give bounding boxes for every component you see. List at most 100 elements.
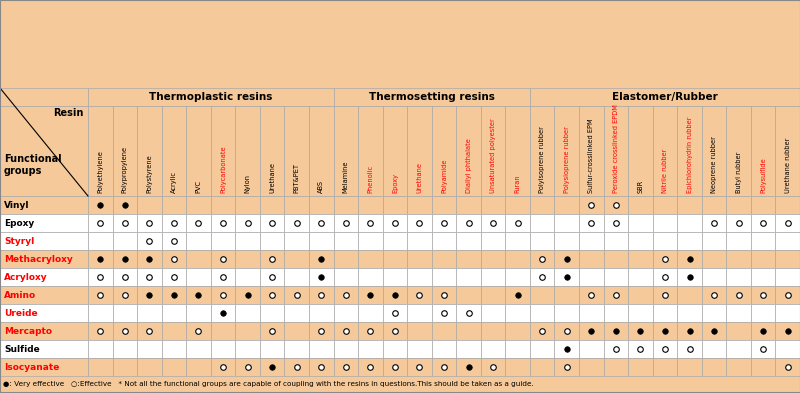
Bar bbox=[506, 196, 530, 214]
Bar bbox=[113, 214, 137, 232]
Bar bbox=[137, 304, 162, 322]
Bar bbox=[382, 340, 407, 358]
Bar bbox=[678, 322, 702, 340]
Bar bbox=[0, 286, 88, 304]
Bar bbox=[432, 106, 456, 196]
Text: Epoxy: Epoxy bbox=[392, 173, 398, 193]
Bar bbox=[579, 214, 603, 232]
Bar bbox=[702, 322, 726, 340]
Bar bbox=[137, 214, 162, 232]
Bar bbox=[432, 214, 456, 232]
Bar bbox=[285, 304, 309, 322]
Bar bbox=[653, 214, 678, 232]
Bar bbox=[554, 106, 579, 196]
Bar bbox=[751, 196, 775, 214]
Bar bbox=[751, 214, 775, 232]
Bar bbox=[235, 358, 260, 376]
Text: Elastomer/Rubber: Elastomer/Rubber bbox=[612, 92, 718, 102]
Bar bbox=[678, 106, 702, 196]
Bar bbox=[186, 106, 210, 196]
Bar bbox=[235, 214, 260, 232]
Bar bbox=[603, 250, 628, 268]
Bar bbox=[358, 214, 382, 232]
Bar bbox=[162, 106, 186, 196]
Bar bbox=[554, 340, 579, 358]
Bar bbox=[432, 268, 456, 286]
Bar bbox=[432, 196, 456, 214]
Text: Butyl rubber: Butyl rubber bbox=[736, 152, 742, 193]
Bar bbox=[382, 322, 407, 340]
Bar bbox=[775, 232, 800, 250]
Bar bbox=[726, 268, 751, 286]
Bar bbox=[186, 340, 210, 358]
Bar bbox=[260, 358, 285, 376]
Bar bbox=[210, 214, 235, 232]
Text: Polyethylene: Polyethylene bbox=[98, 150, 103, 193]
Bar bbox=[382, 268, 407, 286]
Bar bbox=[260, 250, 285, 268]
Bar bbox=[628, 358, 653, 376]
Bar bbox=[530, 196, 554, 214]
Bar bbox=[530, 286, 554, 304]
Bar bbox=[506, 214, 530, 232]
Bar bbox=[186, 268, 210, 286]
Bar bbox=[579, 304, 603, 322]
Bar bbox=[210, 340, 235, 358]
Bar bbox=[481, 340, 506, 358]
Text: Epoxy: Epoxy bbox=[4, 219, 34, 228]
Bar bbox=[554, 358, 579, 376]
Bar bbox=[260, 106, 285, 196]
Bar bbox=[235, 286, 260, 304]
Text: Vinyl: Vinyl bbox=[4, 200, 30, 209]
Text: ABS: ABS bbox=[318, 180, 324, 193]
Bar bbox=[358, 106, 382, 196]
Bar bbox=[186, 322, 210, 340]
Text: Diallyl phthalate: Diallyl phthalate bbox=[466, 138, 471, 193]
Bar bbox=[726, 322, 751, 340]
Bar bbox=[260, 214, 285, 232]
Bar bbox=[456, 358, 481, 376]
Bar bbox=[0, 196, 88, 214]
Bar bbox=[260, 322, 285, 340]
Bar bbox=[481, 106, 506, 196]
Bar bbox=[186, 358, 210, 376]
Text: Thermoplastic resins: Thermoplastic resins bbox=[149, 92, 273, 102]
Text: Unsaturated polyester: Unsaturated polyester bbox=[490, 118, 496, 193]
Bar bbox=[579, 196, 603, 214]
Bar bbox=[530, 358, 554, 376]
Bar bbox=[0, 322, 88, 340]
Bar bbox=[407, 286, 432, 304]
Text: Polypropylene: Polypropylene bbox=[122, 146, 128, 193]
Bar bbox=[653, 106, 678, 196]
Bar bbox=[751, 322, 775, 340]
Bar bbox=[456, 250, 481, 268]
Bar bbox=[751, 250, 775, 268]
Text: Thermosetting resins: Thermosetting resins bbox=[369, 92, 494, 102]
Bar bbox=[334, 106, 358, 196]
Bar bbox=[678, 196, 702, 214]
Bar bbox=[530, 214, 554, 232]
Bar bbox=[603, 322, 628, 340]
Bar bbox=[432, 250, 456, 268]
Bar bbox=[285, 322, 309, 340]
Bar bbox=[235, 106, 260, 196]
Bar bbox=[358, 232, 382, 250]
Bar bbox=[137, 232, 162, 250]
Bar bbox=[603, 232, 628, 250]
Bar bbox=[579, 340, 603, 358]
Bar bbox=[628, 250, 653, 268]
Bar bbox=[113, 340, 137, 358]
Bar bbox=[603, 268, 628, 286]
Bar bbox=[137, 286, 162, 304]
Bar bbox=[579, 268, 603, 286]
Bar bbox=[88, 88, 334, 106]
Bar bbox=[702, 268, 726, 286]
Bar bbox=[285, 286, 309, 304]
Bar bbox=[775, 250, 800, 268]
Bar bbox=[407, 322, 432, 340]
Bar bbox=[0, 88, 88, 106]
Text: PBT&PET: PBT&PET bbox=[294, 163, 300, 193]
Bar bbox=[309, 268, 334, 286]
Bar bbox=[113, 232, 137, 250]
Bar bbox=[751, 106, 775, 196]
